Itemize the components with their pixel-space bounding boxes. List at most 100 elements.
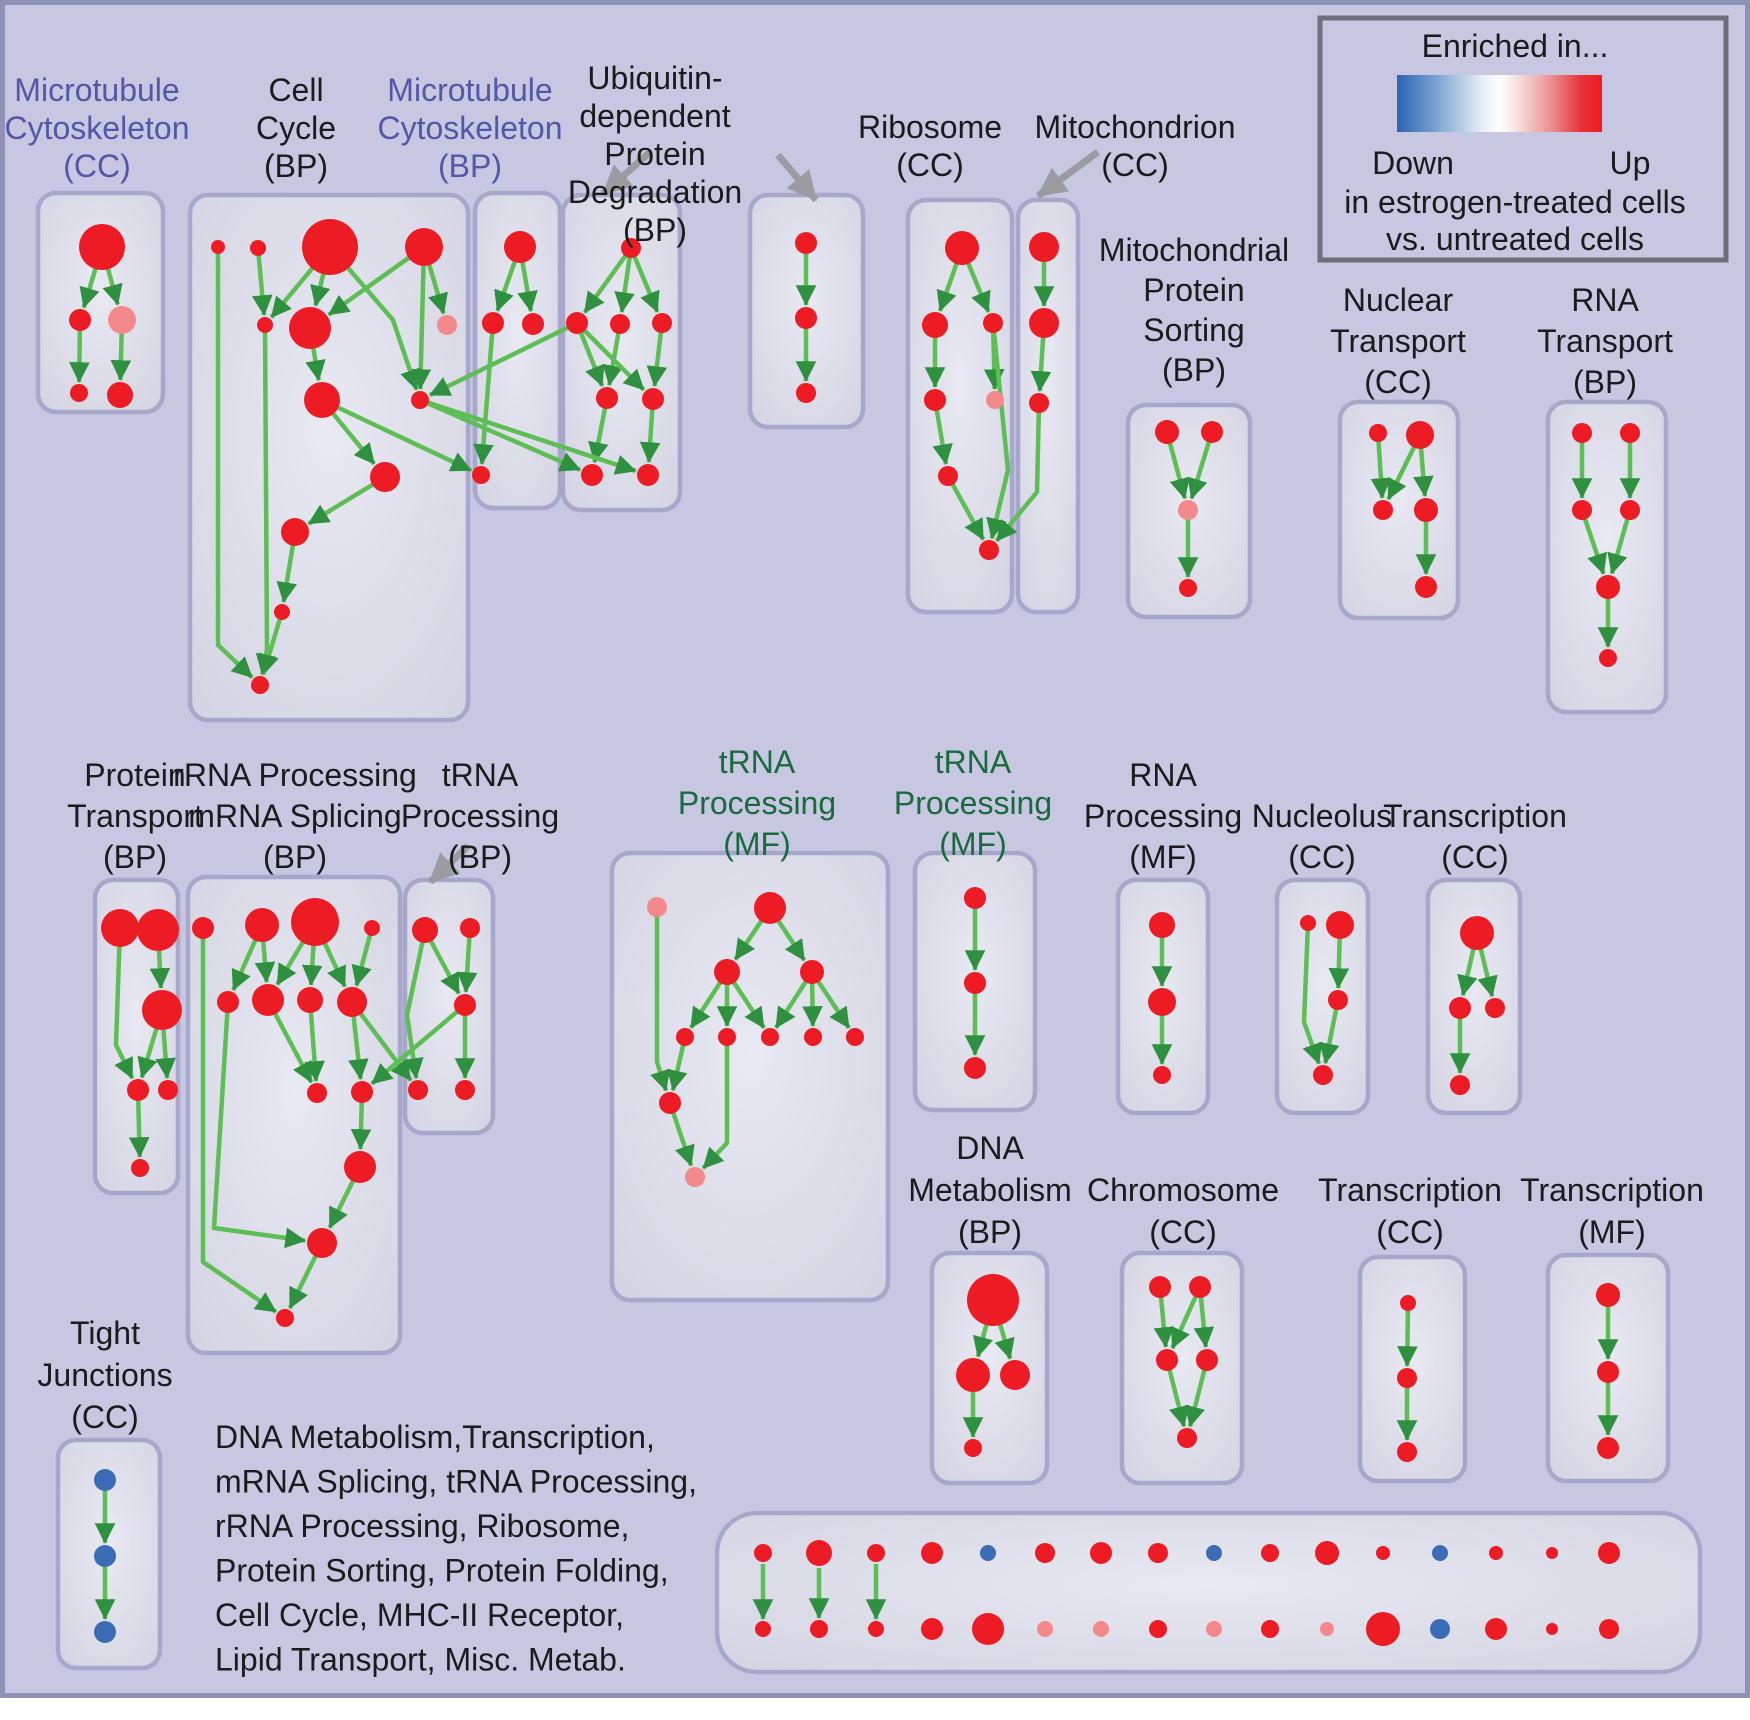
go-term-node xyxy=(1369,424,1387,442)
label-pointer-arrow xyxy=(1035,149,1101,199)
matrix-node-bottom xyxy=(1206,1621,1222,1637)
go-term-node xyxy=(983,313,1003,333)
cluster-box-transcription-cc-lower xyxy=(1357,1254,1468,1484)
edge-arrow xyxy=(1184,1359,1210,1428)
edge-arrow xyxy=(403,929,428,1080)
edge-arrow xyxy=(1579,509,1607,575)
go-term-node xyxy=(158,1080,178,1100)
go-term-node xyxy=(964,1439,982,1457)
go-term-node xyxy=(101,909,139,947)
matrix-node-top xyxy=(1432,1545,1448,1561)
matrix-node-top xyxy=(867,1544,885,1562)
go-term-node xyxy=(685,1167,705,1187)
label-pointer-arrow xyxy=(427,843,471,885)
matrix-node-top xyxy=(1376,1546,1390,1560)
go-term-node xyxy=(337,987,367,1017)
edge-arrow xyxy=(602,323,623,387)
edge-arrow xyxy=(1301,922,1323,1065)
go-term-node xyxy=(1178,500,1198,520)
edge-arrow xyxy=(251,247,273,316)
matrix-node-bottom xyxy=(810,1620,828,1638)
go-term-node xyxy=(1196,1349,1218,1371)
edge-arrow xyxy=(370,1003,467,1086)
go-term-node xyxy=(1373,500,1393,520)
matrix-node-bottom xyxy=(1599,1619,1619,1639)
go-term-node xyxy=(1415,576,1437,598)
go-term-node xyxy=(69,309,91,331)
legend-down-label: Down xyxy=(1372,145,1454,181)
go-term-node xyxy=(566,312,588,334)
edge-arrow xyxy=(1607,509,1633,575)
go-term-node xyxy=(405,228,443,266)
go-term-node xyxy=(1149,912,1175,938)
go-term-node xyxy=(964,972,986,994)
matrix-node-bottom xyxy=(1320,1622,1334,1636)
edge-arrow xyxy=(986,322,1011,540)
go-term-node xyxy=(1572,500,1592,520)
go-term-node xyxy=(1156,1349,1178,1371)
go-term-node xyxy=(1155,420,1179,444)
edge-arrow xyxy=(1170,1286,1203,1350)
matrix-node-top xyxy=(1261,1544,1279,1562)
go-term-node xyxy=(1029,232,1059,262)
cluster-label-rna-processing-mf: RNA Processing (MF) xyxy=(1084,757,1242,875)
edge-arrow xyxy=(628,247,660,313)
go-term-node xyxy=(795,232,817,254)
go-term-node xyxy=(131,1159,149,1177)
go-term-node xyxy=(945,231,979,265)
go-term-node xyxy=(1189,1276,1211,1298)
edge-arrow xyxy=(113,927,135,1080)
cluster-label-nuclear-transport-cc: Nuclear Transport (CC) xyxy=(1330,282,1466,400)
edge-arrow xyxy=(211,1001,307,1249)
go-term-node xyxy=(411,391,429,409)
go-term-node xyxy=(967,1274,1019,1326)
go-term-node xyxy=(472,466,490,484)
edge-arrow xyxy=(1187,431,1215,500)
edge-arrow xyxy=(614,247,635,314)
matrix-node-top xyxy=(921,1542,943,1564)
go-term-node xyxy=(412,917,438,943)
cluster-label-microtubule-cytoskeleton-cc: Microtubule Cytoskeleton (CC) xyxy=(5,72,190,184)
go-term-node xyxy=(291,898,339,946)
edge-arrow xyxy=(701,1037,730,1170)
go-term-node xyxy=(304,382,340,418)
go-term-node xyxy=(437,315,457,335)
matrix-node-top xyxy=(1148,1543,1168,1563)
cluster-box-microtubule-cytoskeleton-cc xyxy=(35,190,166,415)
go-term-node xyxy=(800,960,824,984)
go-term-node xyxy=(1397,1368,1417,1388)
matrix-node-bottom xyxy=(1546,1623,1558,1635)
go-term-node xyxy=(94,1469,116,1491)
edge-arrow xyxy=(321,397,473,473)
cluster-label-cell-cycle-bp: Cell Cycle (BP) xyxy=(256,72,336,184)
edge-arrow xyxy=(575,321,646,392)
edge-arrow xyxy=(351,927,375,987)
go-term-node xyxy=(307,1083,327,1103)
go-term-node xyxy=(351,1081,373,1103)
go-term-node xyxy=(804,1028,822,1046)
go-term-node xyxy=(1599,649,1617,667)
edge-arrow xyxy=(456,927,478,993)
cluster-label-trna-processing-mf-small: tRNA Processing (MF) xyxy=(894,744,1052,862)
go-term-node xyxy=(107,382,133,408)
go-term-node xyxy=(964,1057,986,1079)
go-term-node xyxy=(986,391,1004,409)
go-term-node xyxy=(1400,1295,1416,1311)
cluster-label-transcription-mf: Transcription (MF) xyxy=(1520,1172,1704,1250)
summary-matrix-box xyxy=(714,1510,1703,1675)
cluster-box-transcription-cc-upper xyxy=(1425,877,1523,1116)
go-term-node xyxy=(245,908,279,942)
go-term-node xyxy=(370,462,400,492)
go-term-node xyxy=(652,313,672,333)
go-term-node xyxy=(581,464,603,486)
edge-arrow xyxy=(428,320,578,398)
edge-arrow xyxy=(667,1102,695,1167)
matrix-node-bottom xyxy=(1037,1621,1053,1637)
go-term-node xyxy=(1029,393,1049,413)
matrix-node-bottom xyxy=(1430,1619,1450,1639)
cluster-label-microtubule-cytoskeleton-bp: Microtubule Cytoskeleton (BP) xyxy=(378,72,563,184)
legend-subtitle-line2: vs. untreated cells xyxy=(1386,221,1644,257)
go-term-node xyxy=(1450,1075,1470,1095)
edge-arrow xyxy=(1319,999,1341,1065)
